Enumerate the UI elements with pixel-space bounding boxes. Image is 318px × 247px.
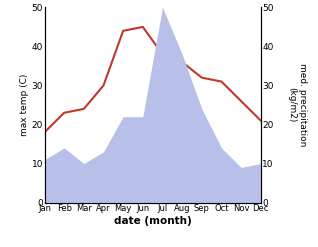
X-axis label: date (month): date (month) xyxy=(114,216,191,226)
Y-axis label: med. precipitation
(kg/m2): med. precipitation (kg/m2) xyxy=(287,63,307,147)
Y-axis label: max temp (C): max temp (C) xyxy=(20,74,29,136)
